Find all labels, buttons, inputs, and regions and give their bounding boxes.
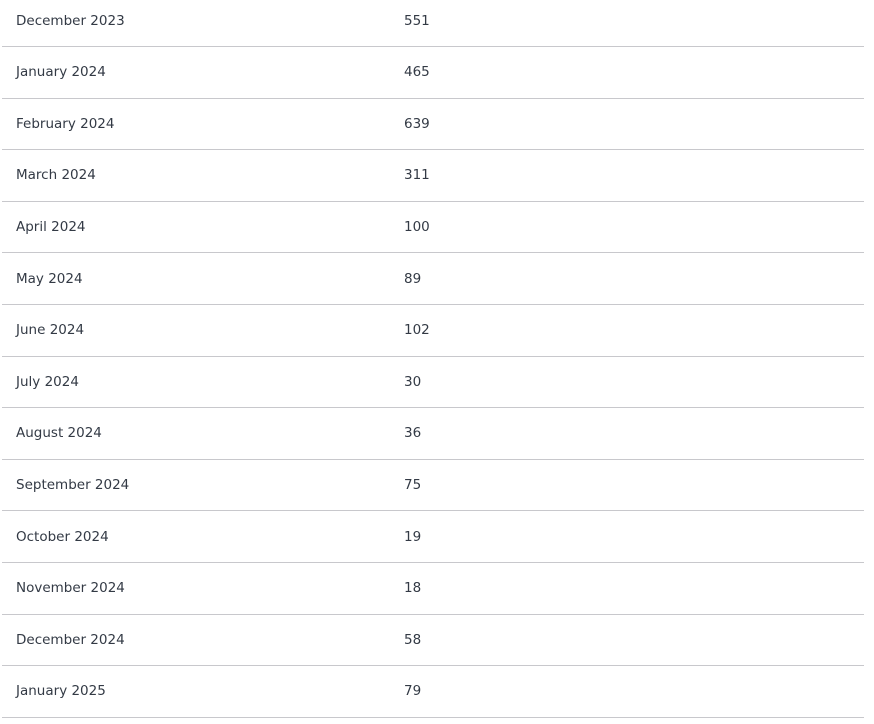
value-cell: 639 <box>404 115 430 132</box>
table-row: January 2025 79 <box>2 666 864 718</box>
table-row: February 2024 639 <box>2 99 864 151</box>
table-row: December 2024 58 <box>2 615 864 667</box>
table-row: July 2024 30 <box>2 357 864 409</box>
value-cell: 89 <box>404 270 422 287</box>
value-cell: 311 <box>404 167 430 184</box>
value-cell: 30 <box>404 373 422 390</box>
table-row: April 2024 100 <box>2 202 864 254</box>
value-cell: 75 <box>404 477 422 494</box>
month-cell: December 2024 <box>16 631 125 648</box>
data-table: December 2023 551 January 2024 465 February … <box>2 0 864 718</box>
value-cell: 19 <box>404 528 422 545</box>
table-row: September 2024 75 <box>2 460 864 512</box>
table-row: March 2024 311 <box>2 150 864 202</box>
month-cell: January 2025 <box>16 683 106 700</box>
month-cell: November 2024 <box>16 580 125 597</box>
table-row: June 2024 102 <box>2 305 864 357</box>
month-cell: May 2024 <box>16 270 83 287</box>
month-cell: June 2024 <box>16 322 85 339</box>
value-cell: 36 <box>404 425 422 442</box>
month-cell: September 2024 <box>16 477 130 494</box>
table-row: January 2024 465 <box>2 47 864 99</box>
month-cell: March 2024 <box>16 167 96 184</box>
value-cell: 102 <box>404 322 430 339</box>
month-cell: April 2024 <box>16 219 86 236</box>
month-cell: February 2024 <box>16 115 115 132</box>
month-cell: October 2024 <box>16 528 109 545</box>
value-cell: 58 <box>404 631 422 648</box>
value-cell: 551 <box>404 12 430 29</box>
value-cell: 79 <box>404 683 422 700</box>
month-cell: July 2024 <box>16 373 79 390</box>
month-cell: December 2023 <box>16 12 125 29</box>
value-cell: 465 <box>404 64 430 81</box>
table-row: May 2024 89 <box>2 253 864 305</box>
month-cell: August 2024 <box>16 425 102 442</box>
value-cell: 100 <box>404 219 430 236</box>
month-cell: January 2024 <box>16 64 106 81</box>
table-row: October 2024 19 <box>2 511 864 563</box>
table-row: August 2024 36 <box>2 408 864 460</box>
table-row: November 2024 18 <box>2 563 864 615</box>
value-cell: 18 <box>404 580 422 597</box>
table-row: December 2023 551 <box>2 0 864 47</box>
